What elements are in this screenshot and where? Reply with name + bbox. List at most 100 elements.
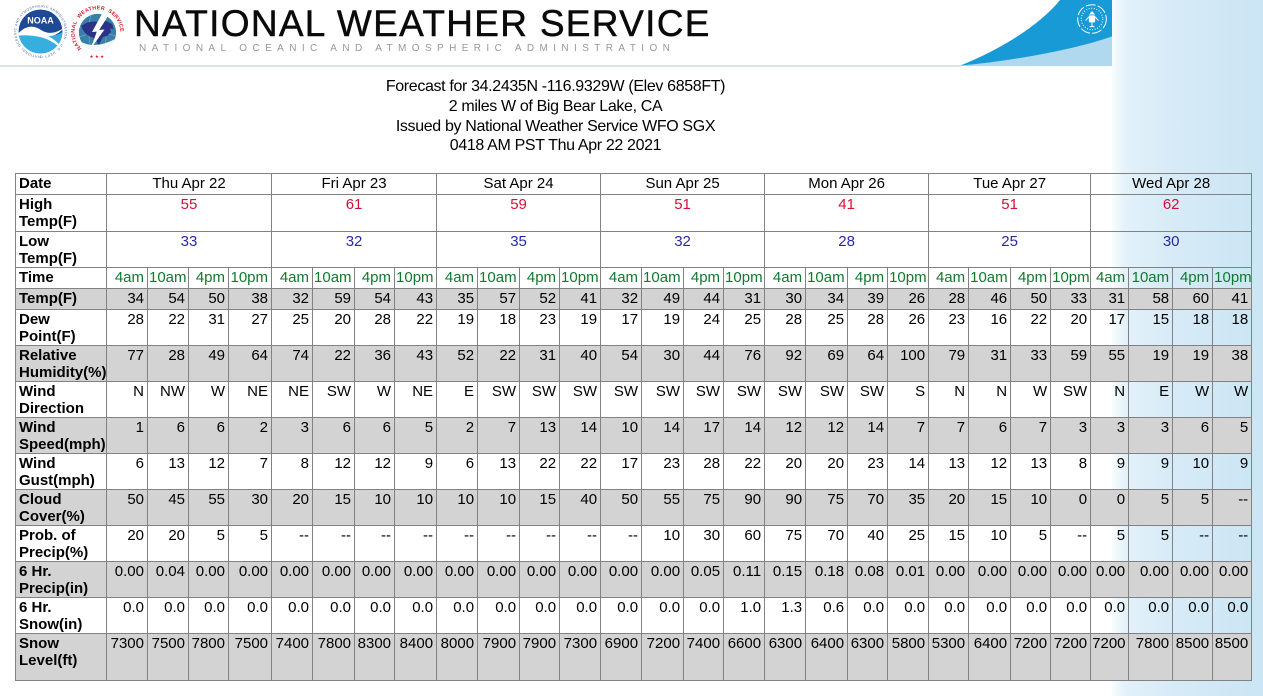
forecast-table-wrap: Date Thu Apr 22 Fri Apr 23 Sat Apr 24 Sun Ap… bbox=[15, 173, 1253, 681]
data-cell: 0.00 bbox=[1011, 562, 1052, 598]
data-cell: NE bbox=[272, 382, 314, 418]
data-cell: 77 bbox=[107, 346, 148, 382]
nws-logo-icon[interactable]: NATIONAL WEATHER SERVICE ★★★ bbox=[69, 4, 126, 61]
header-banner: NATIONAL OCEANIC AND ATMOSPHERIC ADMINIS… bbox=[0, 0, 1112, 66]
data-cell: 9 bbox=[1091, 454, 1130, 490]
data-cell: E bbox=[437, 382, 479, 418]
data-cell: SW bbox=[1051, 382, 1092, 418]
data-cell: -- bbox=[560, 526, 602, 562]
data-cell: 7900 bbox=[478, 634, 521, 681]
data-cell: W bbox=[1213, 382, 1253, 418]
data-cell: SW bbox=[684, 382, 725, 418]
data-cell: N bbox=[929, 382, 970, 418]
forecast-info: Forecast for 34.2435N -116.9329W (Elev 6… bbox=[0, 77, 1111, 156]
data-cell: SW bbox=[601, 382, 643, 418]
data-cell: 18 bbox=[1213, 310, 1253, 346]
row-label-date: Date bbox=[16, 174, 107, 195]
data-cell: 0.00 bbox=[560, 562, 602, 598]
data-cell: SW bbox=[313, 382, 356, 418]
data-cell: 30 bbox=[765, 289, 807, 310]
data-cell: 0.00 bbox=[1129, 562, 1174, 598]
data-cell: 0.0 bbox=[520, 598, 561, 634]
data-cell: 52 bbox=[437, 346, 479, 382]
data-cell: 6 bbox=[313, 418, 356, 454]
data-cell: 5 bbox=[1173, 490, 1214, 526]
data-cell: 14 bbox=[560, 418, 602, 454]
data-cell: 1.3 bbox=[765, 598, 807, 634]
data-cell: 90 bbox=[724, 490, 766, 526]
data-cell: 12 bbox=[806, 418, 849, 454]
data-cell: 0.0 bbox=[848, 598, 889, 634]
data-cell: N bbox=[969, 382, 1012, 418]
data-row: Prob. of Precip(%) 20 20 5 5 -- -- -- -- -- -- -- --… bbox=[16, 526, 1253, 562]
data-cell: NW bbox=[148, 382, 189, 418]
banner-underline bbox=[0, 65, 961, 67]
data-cell: 22 bbox=[724, 454, 766, 490]
data-cell: -- bbox=[1213, 490, 1253, 526]
date-row: Date Thu Apr 22 Fri Apr 23 Sat Apr 24 Sun Ap… bbox=[16, 174, 1253, 195]
forecast-place-line: 2 miles W of Big Bear Lake, CA bbox=[448, 97, 663, 115]
data-cell: 13 bbox=[1011, 454, 1052, 490]
time-cell: 4pm bbox=[189, 268, 229, 289]
data-cell: 38 bbox=[229, 289, 273, 310]
data-cell: NE bbox=[229, 382, 273, 418]
time-cell: 4am bbox=[601, 268, 643, 289]
data-cell: 12 bbox=[313, 454, 356, 490]
data-cell: 13 bbox=[929, 454, 970, 490]
data-cell: 20 bbox=[148, 526, 189, 562]
data-cell: 0.0 bbox=[929, 598, 970, 634]
data-cell: 3 bbox=[1051, 418, 1092, 454]
data-cell: 23 bbox=[848, 454, 889, 490]
data-cell: 5 bbox=[189, 526, 229, 562]
data-cell: 25 bbox=[806, 310, 849, 346]
data-cell: 15 bbox=[1129, 310, 1174, 346]
data-cell: 0.00 bbox=[395, 562, 438, 598]
data-cell: 6 bbox=[107, 454, 148, 490]
noaa-wordmark: NOAA bbox=[27, 16, 54, 26]
row-label: Wind Speed(mph) bbox=[16, 418, 107, 454]
site-subtitle: NATIONAL OCEANIC AND ATMOSPHERIC ADMINIS… bbox=[139, 43, 676, 54]
data-cell: -- bbox=[437, 526, 479, 562]
data-cell: 10 bbox=[437, 490, 479, 526]
data-cell: 20 bbox=[313, 310, 356, 346]
time-cell: 10pm bbox=[395, 268, 438, 289]
data-cell: 55 bbox=[642, 490, 685, 526]
data-cell: 19 bbox=[1129, 346, 1174, 382]
data-cell: 1.0 bbox=[724, 598, 766, 634]
data-cell: 6600 bbox=[724, 634, 766, 681]
data-cell: 44 bbox=[684, 346, 725, 382]
forecast-issuer-line: Issued by National Weather Service WFO S… bbox=[395, 117, 716, 135]
data-row: Temp(F) 34 54 50 38 32 59 54 43 35 57 52 41 32 49 44 31 3… bbox=[16, 289, 1253, 310]
time-cell: 4pm bbox=[520, 268, 561, 289]
data-cell: SW bbox=[765, 382, 807, 418]
data-cell: 22 bbox=[313, 346, 356, 382]
data-cell: 59 bbox=[313, 289, 356, 310]
data-cell: 58 bbox=[1129, 289, 1174, 310]
data-cell: 0.01 bbox=[888, 562, 930, 598]
data-cell: 31 bbox=[189, 310, 229, 346]
data-row: Wind Gust(mph) 6 13 12 7 8 12 12 9 6 13 22 22 17 23 28 2… bbox=[16, 454, 1253, 490]
data-row: Wind Direction N NW W NE NE SW W NE E SW SW SW SW SW SW… bbox=[16, 382, 1253, 418]
time-cell: 10pm bbox=[229, 268, 273, 289]
data-cell: 0.00 bbox=[1051, 562, 1092, 598]
data-cell: 23 bbox=[929, 310, 970, 346]
noaa-logo-icon[interactable]: NATIONAL OCEANIC AND ATMOSPHERIC ADMINIS… bbox=[12, 3, 69, 60]
data-cell: 14 bbox=[888, 454, 930, 490]
data-cell: 8400 bbox=[395, 634, 438, 681]
data-cell: 6400 bbox=[969, 634, 1012, 681]
data-cell: 0.00 bbox=[478, 562, 521, 598]
data-cell: 69 bbox=[806, 346, 849, 382]
data-cell: 35 bbox=[437, 289, 479, 310]
data-cell: 19 bbox=[560, 310, 602, 346]
time-cell: 4pm bbox=[848, 268, 889, 289]
data-cell: SW bbox=[724, 382, 766, 418]
data-cell: 34 bbox=[107, 289, 148, 310]
time-cell: 4pm bbox=[1173, 268, 1214, 289]
time-cell: 4am bbox=[437, 268, 479, 289]
data-cell: 38 bbox=[1213, 346, 1253, 382]
data-cell: 7400 bbox=[272, 634, 314, 681]
data-cell: 31 bbox=[1091, 289, 1130, 310]
data-cell: 33 bbox=[1011, 346, 1052, 382]
data-cell: 7800 bbox=[189, 634, 229, 681]
data-cell: 45 bbox=[148, 490, 189, 526]
